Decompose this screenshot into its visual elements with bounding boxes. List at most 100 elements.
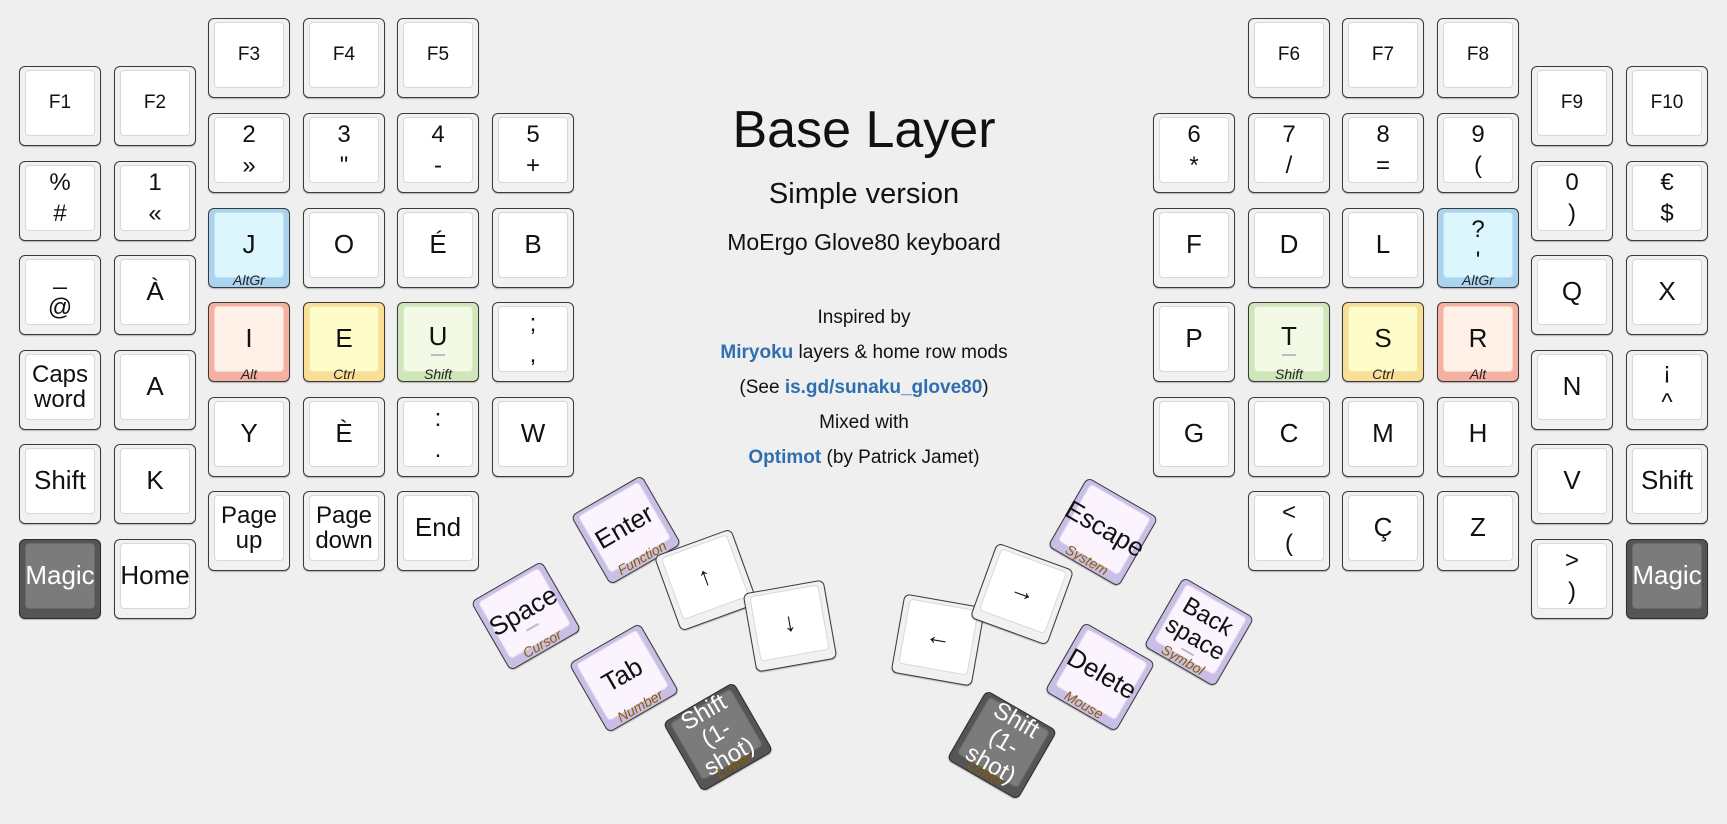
key-r[interactable]: R Alt — [1437, 302, 1519, 382]
key-seven[interactable]: 7/ — [1248, 113, 1330, 193]
key-underscore[interactable]: _ @ — [19, 255, 101, 335]
key-x[interactable]: X — [1626, 255, 1708, 335]
key-e[interactable]: E Ctrl — [303, 302, 385, 382]
key-less[interactable]: <( — [1248, 491, 1330, 571]
key-agrave[interactable]: À — [114, 255, 196, 335]
key-label: I — [245, 323, 253, 354]
key-magic-left[interactable]: Magic — [19, 539, 101, 619]
key-f3[interactable]: F3 — [208, 18, 290, 98]
key-six[interactable]: 6 * — [1153, 113, 1235, 193]
key-cap: ;, — [498, 306, 568, 372]
key-w[interactable]: W — [492, 397, 574, 477]
key-u[interactable]: U Shift — [397, 302, 479, 382]
key-cap: Ç — [1348, 495, 1418, 561]
key-shift-right[interactable]: Shift — [1626, 444, 1708, 524]
key-o[interactable]: O — [303, 208, 385, 288]
key-p[interactable]: P — [1153, 302, 1235, 382]
key-shift-oneshot-left[interactable]: Shift (1-shot) Lower — [662, 681, 774, 793]
key-five[interactable]: 5 + — [492, 113, 574, 193]
key-delete[interactable]: Delete Mouse — [1044, 621, 1156, 733]
miryoku-link[interactable]: Miryoku — [720, 342, 794, 363]
key-cap: V — [1537, 448, 1607, 514]
key-ccedil[interactable]: Ç — [1342, 491, 1424, 571]
key-right[interactable]: → — [969, 542, 1075, 646]
key-euro[interactable]: € $ — [1626, 161, 1708, 241]
key-j[interactable]: J AltGr — [208, 208, 290, 288]
key-space[interactable]: Space Cursor — [470, 560, 582, 672]
key-one[interactable]: 1 « — [114, 161, 196, 241]
key-cap: F9 — [1537, 70, 1607, 136]
key-d[interactable]: D — [1248, 208, 1330, 288]
key-c[interactable]: C — [1248, 397, 1330, 477]
key-g[interactable]: G — [1153, 397, 1235, 477]
key-two[interactable]: 2» — [208, 113, 290, 193]
key-f10[interactable]: F10 — [1626, 66, 1708, 146]
key-cap: F6 — [1254, 22, 1324, 88]
optimot-line: Optimot (by Patrick Jamet) — [664, 447, 1064, 469]
key-end[interactable]: End — [397, 491, 479, 571]
key-t[interactable]: T Shift — [1248, 302, 1330, 382]
key-eacute[interactable]: É — [397, 208, 479, 288]
key-colon[interactable]: :. — [397, 397, 479, 477]
key-f7[interactable]: F7 — [1342, 18, 1424, 98]
key-greater[interactable]: >) — [1531, 539, 1613, 619]
key-cap: 7/ — [1254, 117, 1324, 183]
key-tab[interactable]: Tab Number — [568, 622, 680, 734]
key-percent[interactable]: % # — [19, 161, 101, 241]
home-bump-icon — [1282, 353, 1296, 356]
key-iexcl[interactable]: ¡ ^ — [1626, 350, 1708, 430]
key-f6[interactable]: F6 — [1248, 18, 1330, 98]
optimot-link[interactable]: Optimot — [748, 447, 822, 468]
key-f2[interactable]: F2 — [114, 66, 196, 146]
key-f4[interactable]: F4 — [303, 18, 385, 98]
key-semicolon[interactable]: ;, — [492, 302, 574, 382]
key-pageup[interactable]: Page up — [208, 491, 290, 571]
key-cap: É — [403, 212, 473, 278]
key-pagedown[interactable]: Page down — [303, 491, 385, 571]
key-q[interactable]: Q — [1531, 255, 1613, 335]
key-eight[interactable]: 8 = — [1342, 113, 1424, 193]
key-backspace[interactable]: Back space Symbol — [1143, 576, 1255, 688]
key-magic-right[interactable]: Magic — [1626, 539, 1708, 619]
see-open: (See — [739, 377, 785, 398]
key-label-top: 3 — [337, 120, 351, 148]
key-m[interactable]: M — [1342, 397, 1424, 477]
key-a[interactable]: A — [114, 350, 196, 430]
key-cap: → — [978, 548, 1068, 635]
key-f1[interactable]: F1 — [19, 66, 101, 146]
key-f5[interactable]: F5 — [397, 18, 479, 98]
key-v[interactable]: V — [1531, 444, 1613, 524]
key-label: End — [414, 512, 462, 543]
key-label: À — [146, 276, 164, 307]
key-n[interactable]: N — [1531, 350, 1613, 430]
key-label-top: _ — [53, 262, 67, 290]
key-label-bottom: ^ — [1661, 389, 1673, 416]
key-h[interactable]: H — [1437, 397, 1519, 477]
key-egrave[interactable]: È — [303, 397, 385, 477]
key-home[interactable]: Home — [114, 539, 196, 619]
key-capsword[interactable]: Caps word — [19, 350, 101, 430]
key-i[interactable]: I Alt — [208, 302, 290, 382]
key-shift-left[interactable]: Shift — [19, 444, 101, 524]
key-down[interactable]: ↓ — [742, 579, 838, 673]
key-b[interactable]: B — [492, 208, 574, 288]
key-nine[interactable]: 9( — [1437, 113, 1519, 193]
key-z[interactable]: Z — [1437, 491, 1519, 571]
key-three[interactable]: 3 " — [303, 113, 385, 193]
key-y[interactable]: Y — [208, 397, 290, 477]
key-l[interactable]: L — [1342, 208, 1424, 288]
key-zero[interactable]: 0) — [1531, 161, 1613, 241]
key-label: B — [524, 229, 542, 260]
key-left[interactable]: ← — [890, 593, 986, 687]
key-label: Q — [1561, 276, 1583, 307]
key-question[interactable]: ? ' AltGr — [1437, 208, 1519, 288]
key-cap: Page down — [309, 495, 379, 561]
key-f[interactable]: F — [1153, 208, 1235, 288]
sunaku-link[interactable]: is.gd/sunaku_glove80 — [784, 377, 983, 398]
key-s[interactable]: S Ctrl — [1342, 302, 1424, 382]
key-f9[interactable]: F9 — [1531, 66, 1613, 146]
key-four[interactable]: 4- — [397, 113, 479, 193]
key-k[interactable]: K — [114, 444, 196, 524]
key-shift-oneshot-right[interactable]: Shift (1-shot) Lower — [946, 689, 1058, 801]
key-f8[interactable]: F8 — [1437, 18, 1519, 98]
